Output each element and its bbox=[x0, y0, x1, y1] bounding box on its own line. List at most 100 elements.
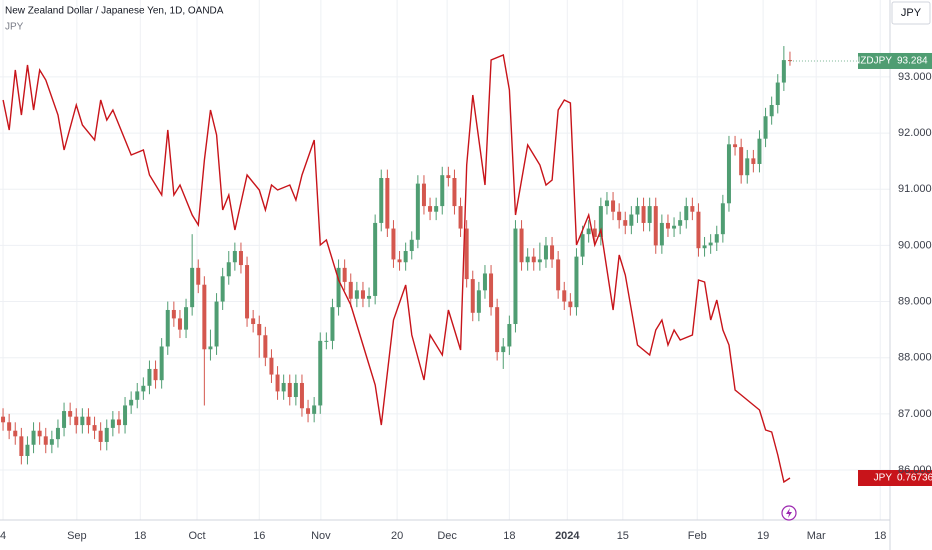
candle-body bbox=[202, 284, 207, 350]
candle-body bbox=[525, 256, 530, 263]
candle-body bbox=[330, 307, 335, 341]
candle-body bbox=[757, 138, 762, 164]
candle-body bbox=[440, 175, 445, 207]
x-tick-label: Dec bbox=[437, 530, 457, 542]
candle-body bbox=[421, 183, 426, 207]
candle-body bbox=[537, 259, 542, 263]
candle-body bbox=[49, 439, 54, 445]
x-tick-label: 19 bbox=[757, 530, 769, 542]
candle-body bbox=[476, 290, 481, 313]
y-tick-label: 93.000 bbox=[898, 71, 932, 83]
candle-body bbox=[281, 382, 286, 392]
candle-body bbox=[733, 144, 738, 148]
candle-body bbox=[562, 290, 567, 302]
candle-body bbox=[190, 267, 195, 308]
candle-body bbox=[123, 405, 128, 426]
candle-body bbox=[251, 318, 256, 325]
event-icon-bolt bbox=[786, 508, 792, 518]
candle-body bbox=[263, 335, 268, 358]
candle-body bbox=[1, 416, 6, 423]
x-tick-label: 2024 bbox=[555, 530, 580, 542]
x-tick-label: Oct bbox=[188, 530, 205, 542]
x-tick-label: Feb bbox=[688, 530, 707, 542]
candle-body bbox=[7, 422, 12, 431]
candle-body bbox=[318, 340, 323, 406]
candle-body bbox=[629, 214, 634, 226]
candle-body bbox=[635, 206, 640, 215]
candle-body bbox=[141, 385, 146, 392]
candle-body bbox=[580, 234, 585, 257]
candle-body bbox=[434, 206, 439, 212]
x-tick-label: 18 bbox=[503, 530, 515, 542]
candle-body bbox=[68, 411, 73, 417]
currency-label[interactable]: JPY bbox=[901, 7, 922, 19]
candle-body bbox=[507, 324, 512, 347]
candle-body bbox=[611, 200, 616, 212]
candle-body bbox=[98, 430, 103, 442]
candle-body bbox=[299, 382, 304, 409]
x-tick-label: 18 bbox=[874, 530, 886, 542]
candle-body bbox=[116, 419, 121, 426]
candle-body bbox=[482, 273, 487, 291]
candle-body bbox=[556, 259, 561, 291]
candle-body bbox=[501, 346, 506, 353]
candle-body bbox=[220, 276, 225, 302]
candle-body bbox=[641, 206, 646, 223]
y-tick-label: 91.000 bbox=[898, 183, 932, 195]
candle-body bbox=[415, 183, 420, 240]
chart-title: New Zealand Dollar / Japanese Yen, 1D, O… bbox=[5, 6, 224, 17]
candle-body bbox=[781, 60, 786, 83]
candle-body bbox=[458, 206, 463, 229]
candle-body bbox=[720, 203, 725, 235]
candle-body bbox=[568, 301, 573, 308]
candle-body bbox=[208, 346, 213, 350]
candle-body bbox=[513, 228, 518, 325]
candle-body bbox=[360, 290, 365, 299]
candle-body bbox=[232, 251, 237, 263]
y-tick-label: 90.000 bbox=[898, 239, 932, 251]
candle-body bbox=[775, 82, 780, 106]
candle-body bbox=[129, 399, 134, 406]
candle-body bbox=[623, 220, 628, 226]
candle-body bbox=[385, 178, 390, 229]
candle-body bbox=[25, 444, 30, 456]
price-tags: NZDJPY 93.284 JPY 0.76736 bbox=[853, 52, 932, 486]
indicator-legend[interactable]: JPY bbox=[5, 22, 24, 33]
x-tick-label: 18 bbox=[134, 530, 146, 542]
candle-body bbox=[74, 416, 79, 426]
candle-body bbox=[604, 200, 609, 207]
candle-body bbox=[171, 309, 176, 319]
price-tag-name: NZDJPY bbox=[853, 56, 892, 67]
candle-body bbox=[397, 259, 402, 263]
candle-body bbox=[92, 425, 97, 431]
candle-body bbox=[287, 382, 292, 398]
candle-body bbox=[312, 405, 317, 414]
candle-body bbox=[751, 158, 756, 164]
candle-body bbox=[739, 147, 744, 176]
candle-body bbox=[269, 357, 274, 375]
price-tag-value: 93.284 bbox=[897, 56, 928, 67]
currency-box[interactable] bbox=[891, 1, 931, 25]
candle-body bbox=[110, 419, 115, 428]
candle-body bbox=[428, 206, 433, 212]
candle-body bbox=[763, 116, 768, 139]
candle-body bbox=[708, 242, 713, 246]
candle-body bbox=[342, 267, 347, 282]
candle-body bbox=[745, 158, 750, 176]
candle-body bbox=[336, 267, 341, 308]
candle-body bbox=[647, 206, 652, 223]
candle-body bbox=[165, 309, 170, 347]
candle-body bbox=[177, 318, 182, 330]
candle-body bbox=[495, 307, 500, 353]
y-tick-label: 86.000 bbox=[898, 464, 932, 476]
candle-body bbox=[153, 368, 158, 381]
price-tag bbox=[858, 52, 932, 69]
y-tick-label: 87.000 bbox=[898, 408, 932, 420]
plot bbox=[1, 46, 890, 484]
price-tag-value: 0.76736 bbox=[897, 473, 932, 484]
price-tag bbox=[858, 470, 932, 486]
candle-body bbox=[550, 245, 555, 260]
candle-body bbox=[135, 391, 140, 400]
x-tick-label: 15 bbox=[617, 530, 629, 542]
